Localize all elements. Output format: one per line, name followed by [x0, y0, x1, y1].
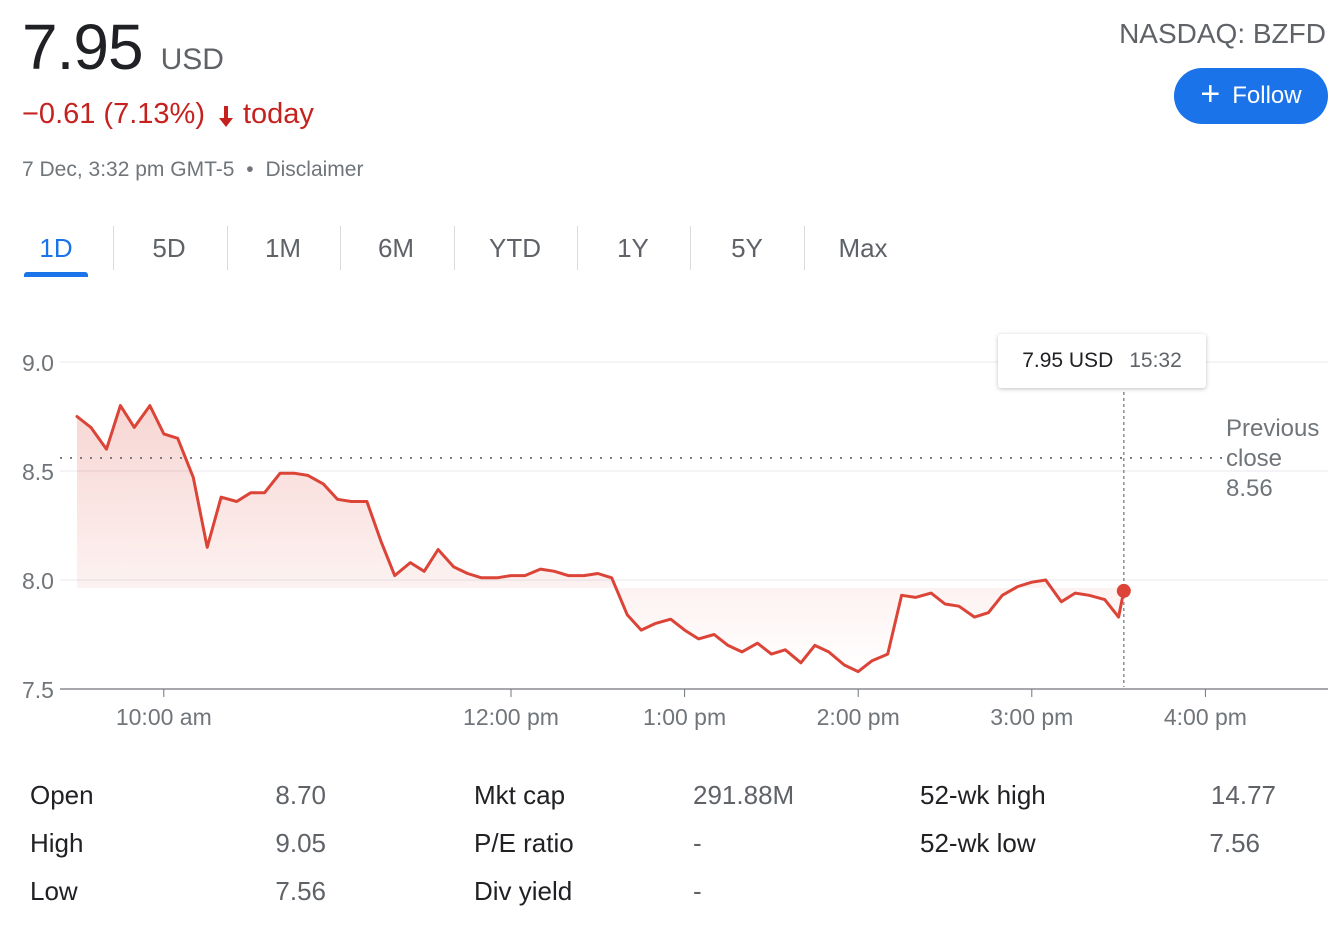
y-tick-label: 8.0: [22, 568, 54, 594]
follow-label: Follow: [1232, 82, 1302, 109]
stat-value-52wk-low: 7.56: [1209, 828, 1260, 858]
stat-row: High 9.05 P/E ratio - 52-wk low 7.56: [0, 828, 1342, 862]
tab-6m[interactable]: 6M: [377, 232, 415, 263]
meta-separator: •: [246, 158, 254, 181]
tab-5d[interactable]: 5D: [152, 232, 186, 263]
stat-value-open: 8.70: [275, 780, 326, 810]
stat-label-pe-ratio: P/E ratio: [474, 828, 574, 858]
series-area: [77, 405, 1124, 672]
previous-close-text-1: Previous: [1226, 415, 1320, 442]
previous-close-value: 8.56: [1226, 475, 1273, 502]
last-point-marker: [1116, 583, 1131, 598]
y-tick-label: 8.5: [22, 459, 54, 485]
range-tabs: 1D 5D 1M 6M YTD 1Y 5Y Max: [0, 222, 920, 278]
quote-meta: 7 Dec, 3:32 pm GMT-5 • Disclaimer: [22, 158, 363, 182]
series-line: [75, 404, 1126, 674]
price-display: 7.95 USD: [22, 10, 224, 84]
x-tick-label: 10:00 am: [116, 704, 212, 730]
stat-value-div-yield: -: [693, 876, 702, 906]
change-value: −0.61 (7.13%): [22, 98, 205, 130]
tab-divider: [804, 226, 805, 270]
x-tick-label: 12:00 pm: [463, 704, 559, 730]
tab-divider: [690, 226, 691, 270]
disclaimer-link[interactable]: Disclaimer: [265, 158, 364, 181]
x-tick-label: 2:00 pm: [817, 704, 900, 730]
stat-value-high: 9.05: [275, 828, 326, 858]
follow-button[interactable]: + Follow: [1174, 68, 1328, 124]
plus-icon: +: [1200, 75, 1221, 113]
x-tick-label: 1:00 pm: [643, 704, 726, 730]
previous-close-label: Previous close 8.56: [1226, 414, 1319, 504]
tab-1d[interactable]: 1D: [39, 232, 73, 263]
stat-row: Open 8.70 Mkt cap 291.88M 52-wk high 14.…: [0, 780, 1342, 814]
y-tick-label: 7.5: [22, 677, 54, 703]
price-chart[interactable]: 9.0 8.5 8.0 7.5 10:00 am 12:00 pm 1:00 pm 2:00 …: [0, 300, 1342, 740]
tab-1y[interactable]: 1Y: [617, 232, 649, 263]
stat-label-mkt-cap: Mkt cap: [474, 780, 566, 810]
stat-value-52wk-high: 14.77: [1210, 780, 1276, 810]
tooltip-price: 7.95 USD: [1022, 349, 1114, 372]
stat-value-mkt-cap: 291.88M: [693, 780, 795, 810]
stat-value-low: 7.56: [275, 876, 326, 906]
stat-row: Low 7.56 Div yield -: [0, 876, 1342, 910]
stat-label-high: High: [30, 828, 84, 858]
previous-close-text-2: close: [1226, 445, 1283, 472]
down-arrow-icon: [215, 103, 237, 127]
change-period: today: [242, 98, 314, 130]
tab-divider: [113, 226, 114, 270]
x-tick-label: 4:00 pm: [1164, 704, 1247, 730]
current-price: 7.95: [22, 11, 144, 83]
tooltip-time: 15:32: [1129, 349, 1182, 372]
x-tick-label: 3:00 pm: [990, 704, 1073, 730]
tab-max[interactable]: Max: [838, 232, 888, 263]
quote-timestamp: 7 Dec, 3:32 pm GMT-5: [22, 158, 235, 181]
stat-label-52wk-low: 52-wk low: [920, 828, 1036, 858]
currency-label: USD: [160, 43, 224, 76]
price-change: −0.61 (7.13%) today: [22, 98, 314, 131]
stat-label-div-yield: Div yield: [474, 876, 573, 906]
tab-divider: [454, 226, 455, 270]
y-tick-label: 9.0: [22, 350, 54, 376]
tab-5y[interactable]: 5Y: [731, 232, 763, 263]
stat-label-open: Open: [30, 780, 94, 810]
tab-1m[interactable]: 1M: [264, 232, 302, 263]
stat-label-low: Low: [30, 876, 78, 906]
tab-divider: [227, 226, 228, 270]
active-tab-indicator: [24, 272, 88, 277]
exchange-ticker: NASDAQ: BZFD: [1119, 18, 1326, 49]
price-tooltip: 7.95 USD 15:32: [998, 334, 1206, 388]
tab-divider: [340, 226, 341, 270]
stat-value-pe-ratio: -: [693, 828, 702, 858]
stat-label-52wk-high: 52-wk high: [920, 780, 1046, 810]
tab-ytd[interactable]: YTD: [489, 232, 541, 263]
tab-divider: [577, 226, 578, 270]
